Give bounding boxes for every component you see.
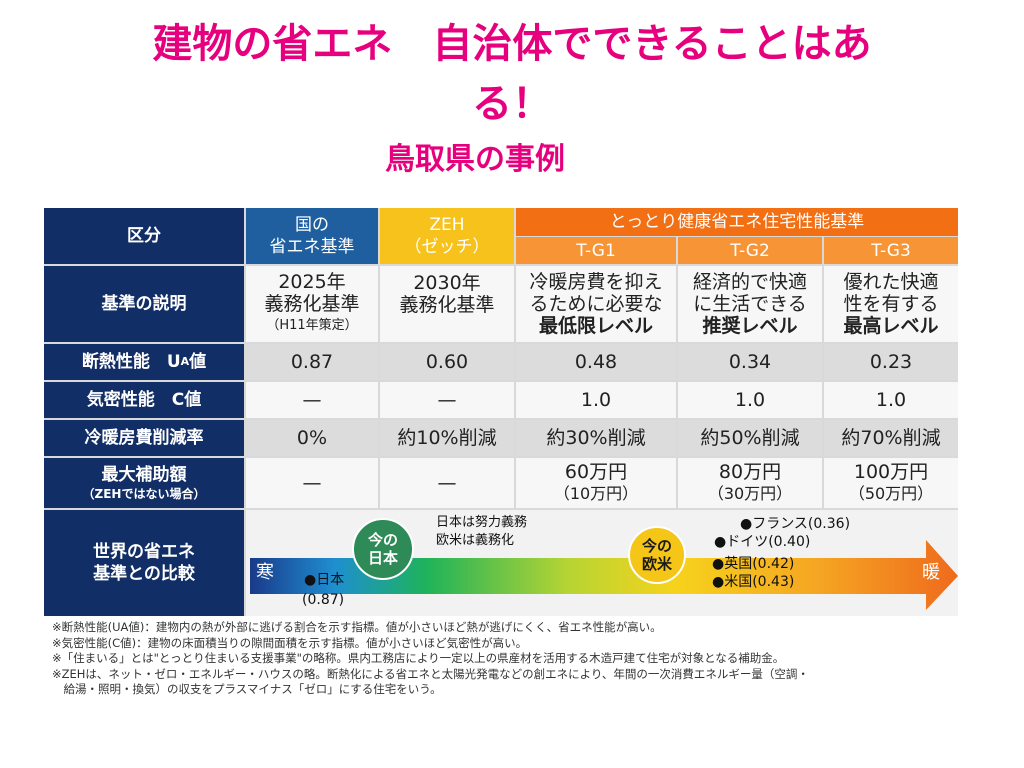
desc-tg3: 優れた快適 性を有する 最高レベル [824, 266, 958, 342]
footnotes: ※断熱性能(UA値)：建物内の熱が外部に逃げる割合を示す指標。値が小さいほど熱が… [52, 620, 952, 698]
subsidy-tg1: 60万円 （10万円） [516, 458, 676, 508]
desc-kuni-line1: 2025年 [278, 271, 346, 293]
cut-tg3: 約70%削減 [824, 420, 958, 456]
ua-tg2: 0.34 [678, 344, 822, 380]
row-label-cut: 冷暖房費削減率 [44, 420, 244, 456]
subsidy-tg1-amount: 60万円 [564, 461, 628, 483]
desc-tg1: 冷暖房費を抑え るために必要な 最低限レベル [516, 266, 676, 342]
subsidy-label-sub: （ZEHではない場合） [82, 487, 206, 501]
bubble-eu-line1: 今の [641, 537, 672, 555]
subsidy-tg3: 100万円 （50万円） [824, 458, 958, 508]
subsidy-tg2: 80万円 （30万円） [678, 458, 822, 508]
japan-point: ●日本 [304, 572, 345, 588]
ua-tg1: 0.48 [516, 344, 676, 380]
world-label-line2: 基準との比較 [93, 564, 195, 584]
header-kuni-line1: 国の [295, 215, 329, 235]
germany-point: ●ドイツ(0.40) [714, 534, 811, 550]
desc-tg3-line3: 最高レベル [843, 315, 939, 337]
bubble-now-eu: 今の 欧米 [628, 526, 686, 584]
header-kubun: 区分 [44, 208, 244, 264]
us-point: ●米国(0.43) [712, 574, 795, 590]
slide-title-line1: 建物の省エネ 自治体でできることはあ [152, 21, 872, 67]
subsidy-tg1-alt: （10万円） [553, 484, 639, 503]
desc-kuni-line2: 義務化基準 [264, 293, 360, 315]
world-comparison-panel: 寒 暖 ●日本 (0.87) 今の 日本 日本は努力義務 欧米は義務化 今の 欧… [246, 510, 958, 616]
desc-kuni-line3: （H11年策定） [266, 318, 358, 333]
temperature-arrow [250, 540, 958, 610]
desc-tg2: 経済的で快適 に生活できる 推奨レベル [678, 266, 822, 342]
desc-tg3-line2: 性を有する [843, 293, 939, 315]
header-kuni-line2: 省エネ基準 [269, 237, 355, 257]
ua-kuni: 0.87 [246, 344, 378, 380]
note-eu: 欧米は義務化 [436, 533, 515, 548]
desc-tg2-line3: 推奨レベル [702, 315, 798, 337]
cut-zeh: 約10%削減 [380, 420, 514, 456]
desc-zeh: 2030年 義務化基準 [380, 266, 514, 342]
world-label-line1: 世界の省エネ [93, 542, 195, 562]
header-tg-group: とっとり健康省エネ住宅性能基準 [516, 208, 958, 236]
cut-kuni: 0% [246, 420, 378, 456]
bubble-japan-line1: 今の [367, 531, 398, 549]
subsidy-tg3-alt: （50万円） [848, 484, 934, 503]
footnote-c: ※気密性能(C値)：建物の床面積当りの隙間面積を示す指標。値が小さいほど気密性が… [52, 635, 528, 650]
header-tg2: T-G2 [678, 237, 822, 264]
desc-tg2-line1: 経済的で快適 [692, 271, 807, 293]
subsidy-label-main: 最大補助額 [101, 465, 187, 485]
c-zeh: — [380, 382, 514, 418]
bubble-japan-line2: 日本 [367, 549, 398, 567]
japan-value: (0.87) [302, 592, 345, 608]
header-zeh-line1: ZEH [429, 215, 465, 235]
row-label-desc: 基準の説明 [44, 266, 244, 342]
footnote-zeh-cont: 給湯・照明・換気）の収支をプラスマイナス「ゼロ」にする住宅をいう。 [52, 682, 442, 696]
slide-title-line2: る！ [472, 81, 552, 127]
cold-label: 寒 [256, 562, 274, 583]
row-label-c: 気密性能 C値 [44, 382, 244, 418]
desc-tg1-line2: るために必要な [529, 293, 663, 315]
row-label-subsidy: 最大補助額 （ZEHではない場合） [44, 458, 244, 508]
slide-subtitle: 鳥取県の事例 [385, 142, 565, 177]
ua-label-sub: A [180, 355, 190, 368]
header-kuni: 国の 省エネ基準 [246, 208, 378, 264]
desc-zeh-line1: 2030年 [413, 272, 481, 294]
desc-zeh-line2: 義務化基準 [399, 294, 495, 316]
bubble-now-japan: 今の 日本 [352, 518, 414, 580]
desc-tg2-line2: に生活できる [693, 293, 807, 315]
subsidy-zeh: — [380, 458, 514, 508]
desc-tg3-line1: 優れた快適 [843, 271, 939, 293]
header-tg1: T-G1 [516, 237, 676, 264]
desc-kuni: 2025年 義務化基準 （H11年策定） [246, 266, 378, 342]
subsidy-tg2-alt: （30万円） [707, 484, 793, 503]
row-label-world: 世界の省エネ 基準との比較 [44, 510, 244, 616]
header-tg3: T-G3 [824, 237, 958, 264]
ua-zeh: 0.60 [380, 344, 514, 380]
ua-label-text: 断熱性能 U [81, 352, 181, 372]
c-tg2: 1.0 [678, 382, 822, 418]
header-zeh: ZEH （ゼッチ） [380, 208, 514, 264]
c-tg3: 1.0 [824, 382, 958, 418]
cut-tg1: 約30%削減 [516, 420, 676, 456]
footnote-sumairu: ※「住まいる」とは"とっとり住まいる支援事業"の略称。県内工務店により一定以上の… [52, 651, 785, 665]
desc-tg1-line3: 最低限レベル [538, 315, 653, 337]
uk-point: ●英国(0.42) [712, 556, 795, 572]
header-zeh-line2: （ゼッチ） [404, 237, 490, 257]
bubble-eu-line2: 欧米 [641, 555, 672, 573]
comparison-table: 区分 国の 省エネ基準 ZEH （ゼッチ） とっとり健康省エネ住宅性能基準 T-… [44, 208, 958, 616]
c-kuni: — [246, 382, 378, 418]
desc-tg1-line1: 冷暖房費を抑え [529, 271, 663, 293]
cut-tg2: 約50%削減 [678, 420, 822, 456]
c-tg1: 1.0 [516, 382, 676, 418]
warm-label: 暖 [922, 562, 940, 583]
subsidy-tg3-amount: 100万円 [853, 461, 929, 483]
france-point: ●フランス(0.36) [740, 516, 851, 532]
subsidy-tg2-amount: 80万円 [718, 461, 782, 483]
footnote-zeh: ※ZEHは、ネット・ゼロ・エネルギー・ハウスの略。断熱化による省エネと太陽光発電… [52, 666, 809, 681]
footnote-ua: ※断熱性能(UA値)：建物内の熱が外部に逃げる割合を示す指標。値が小さいほど熱が… [52, 620, 662, 634]
ua-tg3: 0.23 [824, 344, 958, 380]
subsidy-kuni: — [246, 458, 378, 508]
note-japan: 日本は努力義務 [436, 515, 528, 530]
ua-label-tail: 値 [189, 352, 207, 372]
